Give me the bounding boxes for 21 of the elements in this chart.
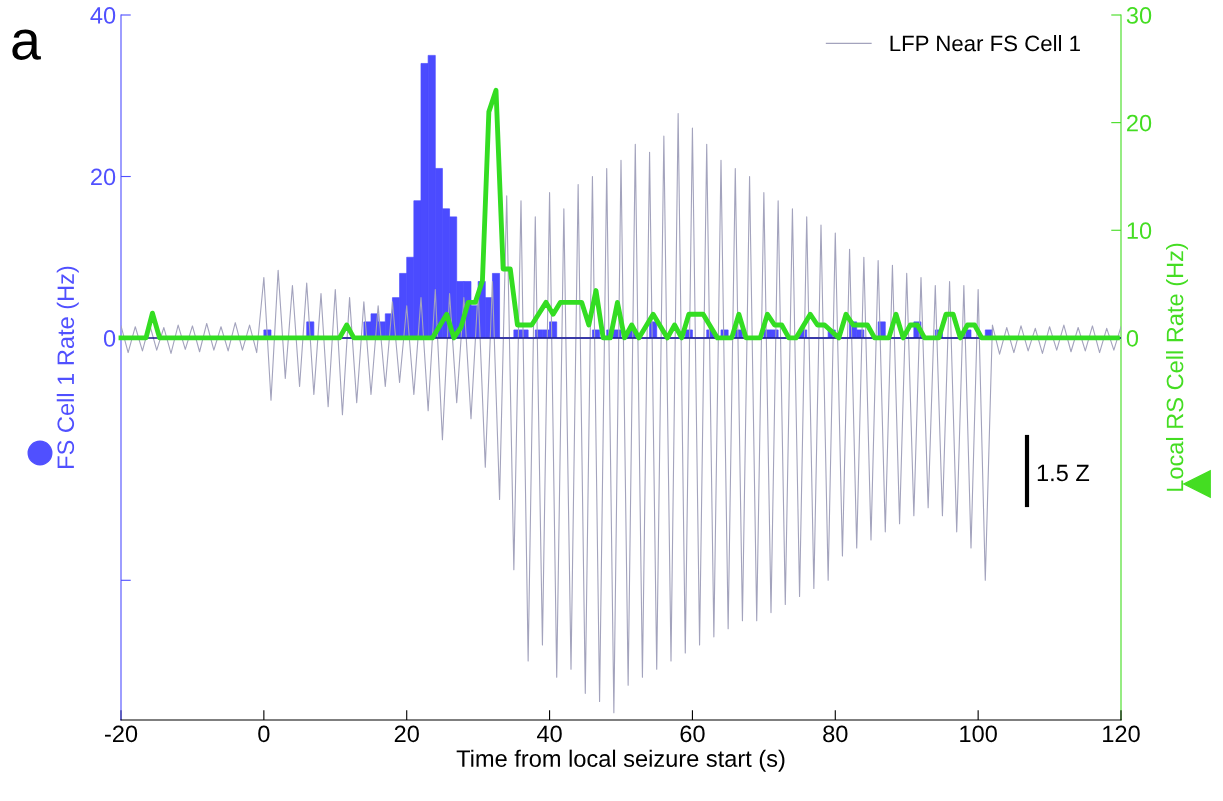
x-tick-label: 0 — [258, 725, 270, 743]
y2-axis-title: Local RS Cell Rate (Hz) — [1166, 243, 1189, 491]
x-tick-label: -20 — [104, 725, 138, 743]
y2-tick-label: 10 — [1127, 222, 1152, 240]
y-tick-label: 40 — [90, 7, 116, 24]
x-tick-label: 20 — [394, 725, 419, 743]
x-tick-label: 60 — [680, 725, 705, 743]
text: a — [12, 29, 41, 60]
legend-label: LFP Near FS Cell 1 — [890, 35, 1080, 52]
x-tick-label: 40 — [536, 725, 562, 743]
x-axis-title: Time from local seizure start (s) — [456, 749, 785, 772]
y2-tick-label: 20 — [1127, 114, 1152, 132]
y-tick-label: 20 — [91, 168, 116, 186]
x-tick-label: 120 — [1103, 725, 1140, 743]
y-axis-title: FS Cell 1 Rate (Hz) — [56, 266, 79, 468]
annotation: 1.5 Z — [1037, 464, 1090, 482]
x-tick-label: 80 — [823, 725, 848, 743]
y-tick-label: 0 — [103, 330, 116, 347]
y2-tick-label: 30 — [1126, 7, 1152, 24]
y2-tick-label: 0 — [1126, 329, 1139, 347]
x-tick-label: 100 — [960, 725, 997, 743]
